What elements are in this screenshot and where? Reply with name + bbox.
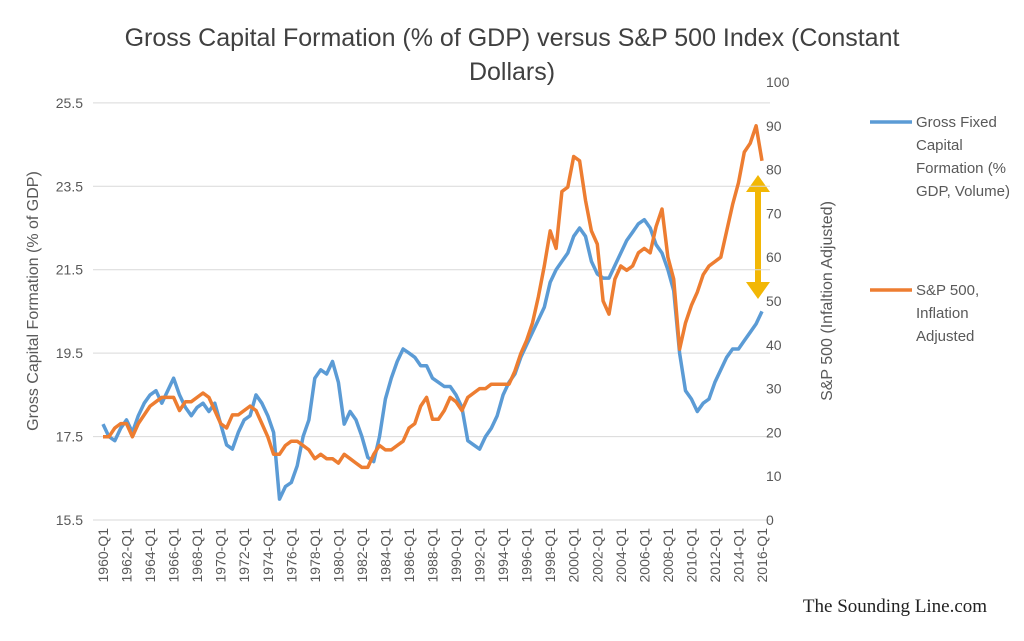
x-tick-label: 1970-Q1 [213,528,229,583]
y2-tick-label: 50 [766,293,782,309]
x-tick-label: 1976-Q1 [283,528,299,583]
x-tick-label: 1988-Q1 [425,528,441,583]
x-tick-label: 2010-Q1 [683,528,699,583]
double-arrow [746,175,770,299]
x-tick-label: 1980-Q1 [330,528,346,583]
legend-label: S&P 500, Inflation Adjusted [916,282,979,345]
y2-axis-label: S&P 500 (Infaltion Adjusted) [819,201,836,401]
x-tick-label: 2014-Q1 [730,528,746,583]
x-tick-label: 2012-Q1 [707,528,723,583]
legend-label: Gross Fixed Capital Formation (% GDP, Volum… [916,114,1010,200]
y2-tick-label: 40 [766,337,782,353]
y2-tick-label: 0 [766,512,774,528]
x-tick-label: 1978-Q1 [307,528,323,583]
y-tick-label: 21.5 [56,262,83,278]
x-tick-label: 1986-Q1 [401,528,417,583]
y2-tick-label: 100 [766,74,790,90]
y2-tick-label: 30 [766,381,782,397]
x-tick-label: 1964-Q1 [142,528,158,583]
x-tick-label: 1968-Q1 [189,528,205,583]
y2-tick-label: 60 [766,249,782,265]
x-tick-label: 2002-Q1 [589,528,605,583]
y2-tick-label: 70 [766,205,782,221]
x-tick-label: 1982-Q1 [354,528,370,583]
x-tick-label: 2016-Q1 [754,528,770,583]
y-axis-label: Gross Capital Formation (% of GDP) [25,171,42,431]
x-tick-label: 1960-Q1 [95,528,111,583]
x-tick-label: 2000-Q1 [566,528,582,583]
x-tick-label: 1990-Q1 [448,528,464,583]
series-line [103,124,764,470]
x-tick-label: 1994-Q1 [495,528,511,583]
x-tick-label: 2004-Q1 [613,528,629,583]
y-tick-label: 25.5 [56,95,83,111]
x-tick-label: 1992-Q1 [472,528,488,583]
watermark: The Sounding Line.com [803,596,987,617]
y2-tick-label: 20 [766,424,782,440]
x-tick-label: 2008-Q1 [660,528,676,583]
x-tick-label: 1984-Q1 [377,528,393,583]
y2-tick-label: 90 [766,118,782,134]
chart-title: Gross Capital Formation (% of GDP) versu… [125,24,900,86]
x-tick-label: 1974-Q1 [260,528,276,583]
y2-tick-label: 10 [766,468,782,484]
y2-tick-label: 80 [766,162,782,178]
x-tick-label: 1998-Q1 [542,528,558,583]
y-tick-label: 15.5 [56,512,83,528]
x-tick-label: 1966-Q1 [166,528,182,583]
y-tick-label: 19.5 [56,345,83,361]
x-tick-label: 2006-Q1 [636,528,652,583]
x-tick-label: 1962-Q1 [119,528,135,583]
y-tick-label: 23.5 [56,178,83,194]
x-tick-label: 1996-Q1 [519,528,535,583]
series-line [101,217,764,501]
x-tick-label: 1972-Q1 [236,528,252,583]
y-tick-label: 17.5 [56,429,83,445]
